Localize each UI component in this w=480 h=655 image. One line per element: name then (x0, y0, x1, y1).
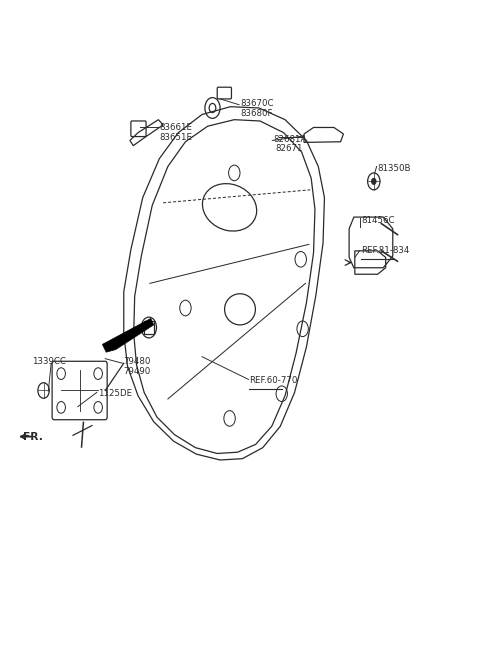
Text: 83670C: 83670C (240, 99, 274, 108)
Text: 79480: 79480 (124, 357, 151, 365)
Text: 79490: 79490 (124, 367, 151, 375)
Text: REF.60-770: REF.60-770 (250, 376, 298, 385)
Circle shape (372, 178, 376, 185)
Text: 83661E: 83661E (159, 123, 192, 132)
Polygon shape (102, 318, 154, 352)
Text: REF.81-834: REF.81-834 (361, 246, 409, 255)
Text: FR.: FR. (23, 432, 43, 441)
Text: 1339CC: 1339CC (32, 357, 66, 365)
Text: 83651E: 83651E (159, 133, 192, 141)
Text: 83680F: 83680F (240, 109, 273, 118)
Text: 81350B: 81350B (378, 164, 411, 173)
Text: 82681A: 82681A (273, 135, 307, 143)
Text: 81456C: 81456C (361, 216, 395, 225)
Text: 82671: 82671 (276, 144, 303, 153)
Bar (144, 321, 154, 334)
Text: 1125DE: 1125DE (97, 389, 132, 398)
